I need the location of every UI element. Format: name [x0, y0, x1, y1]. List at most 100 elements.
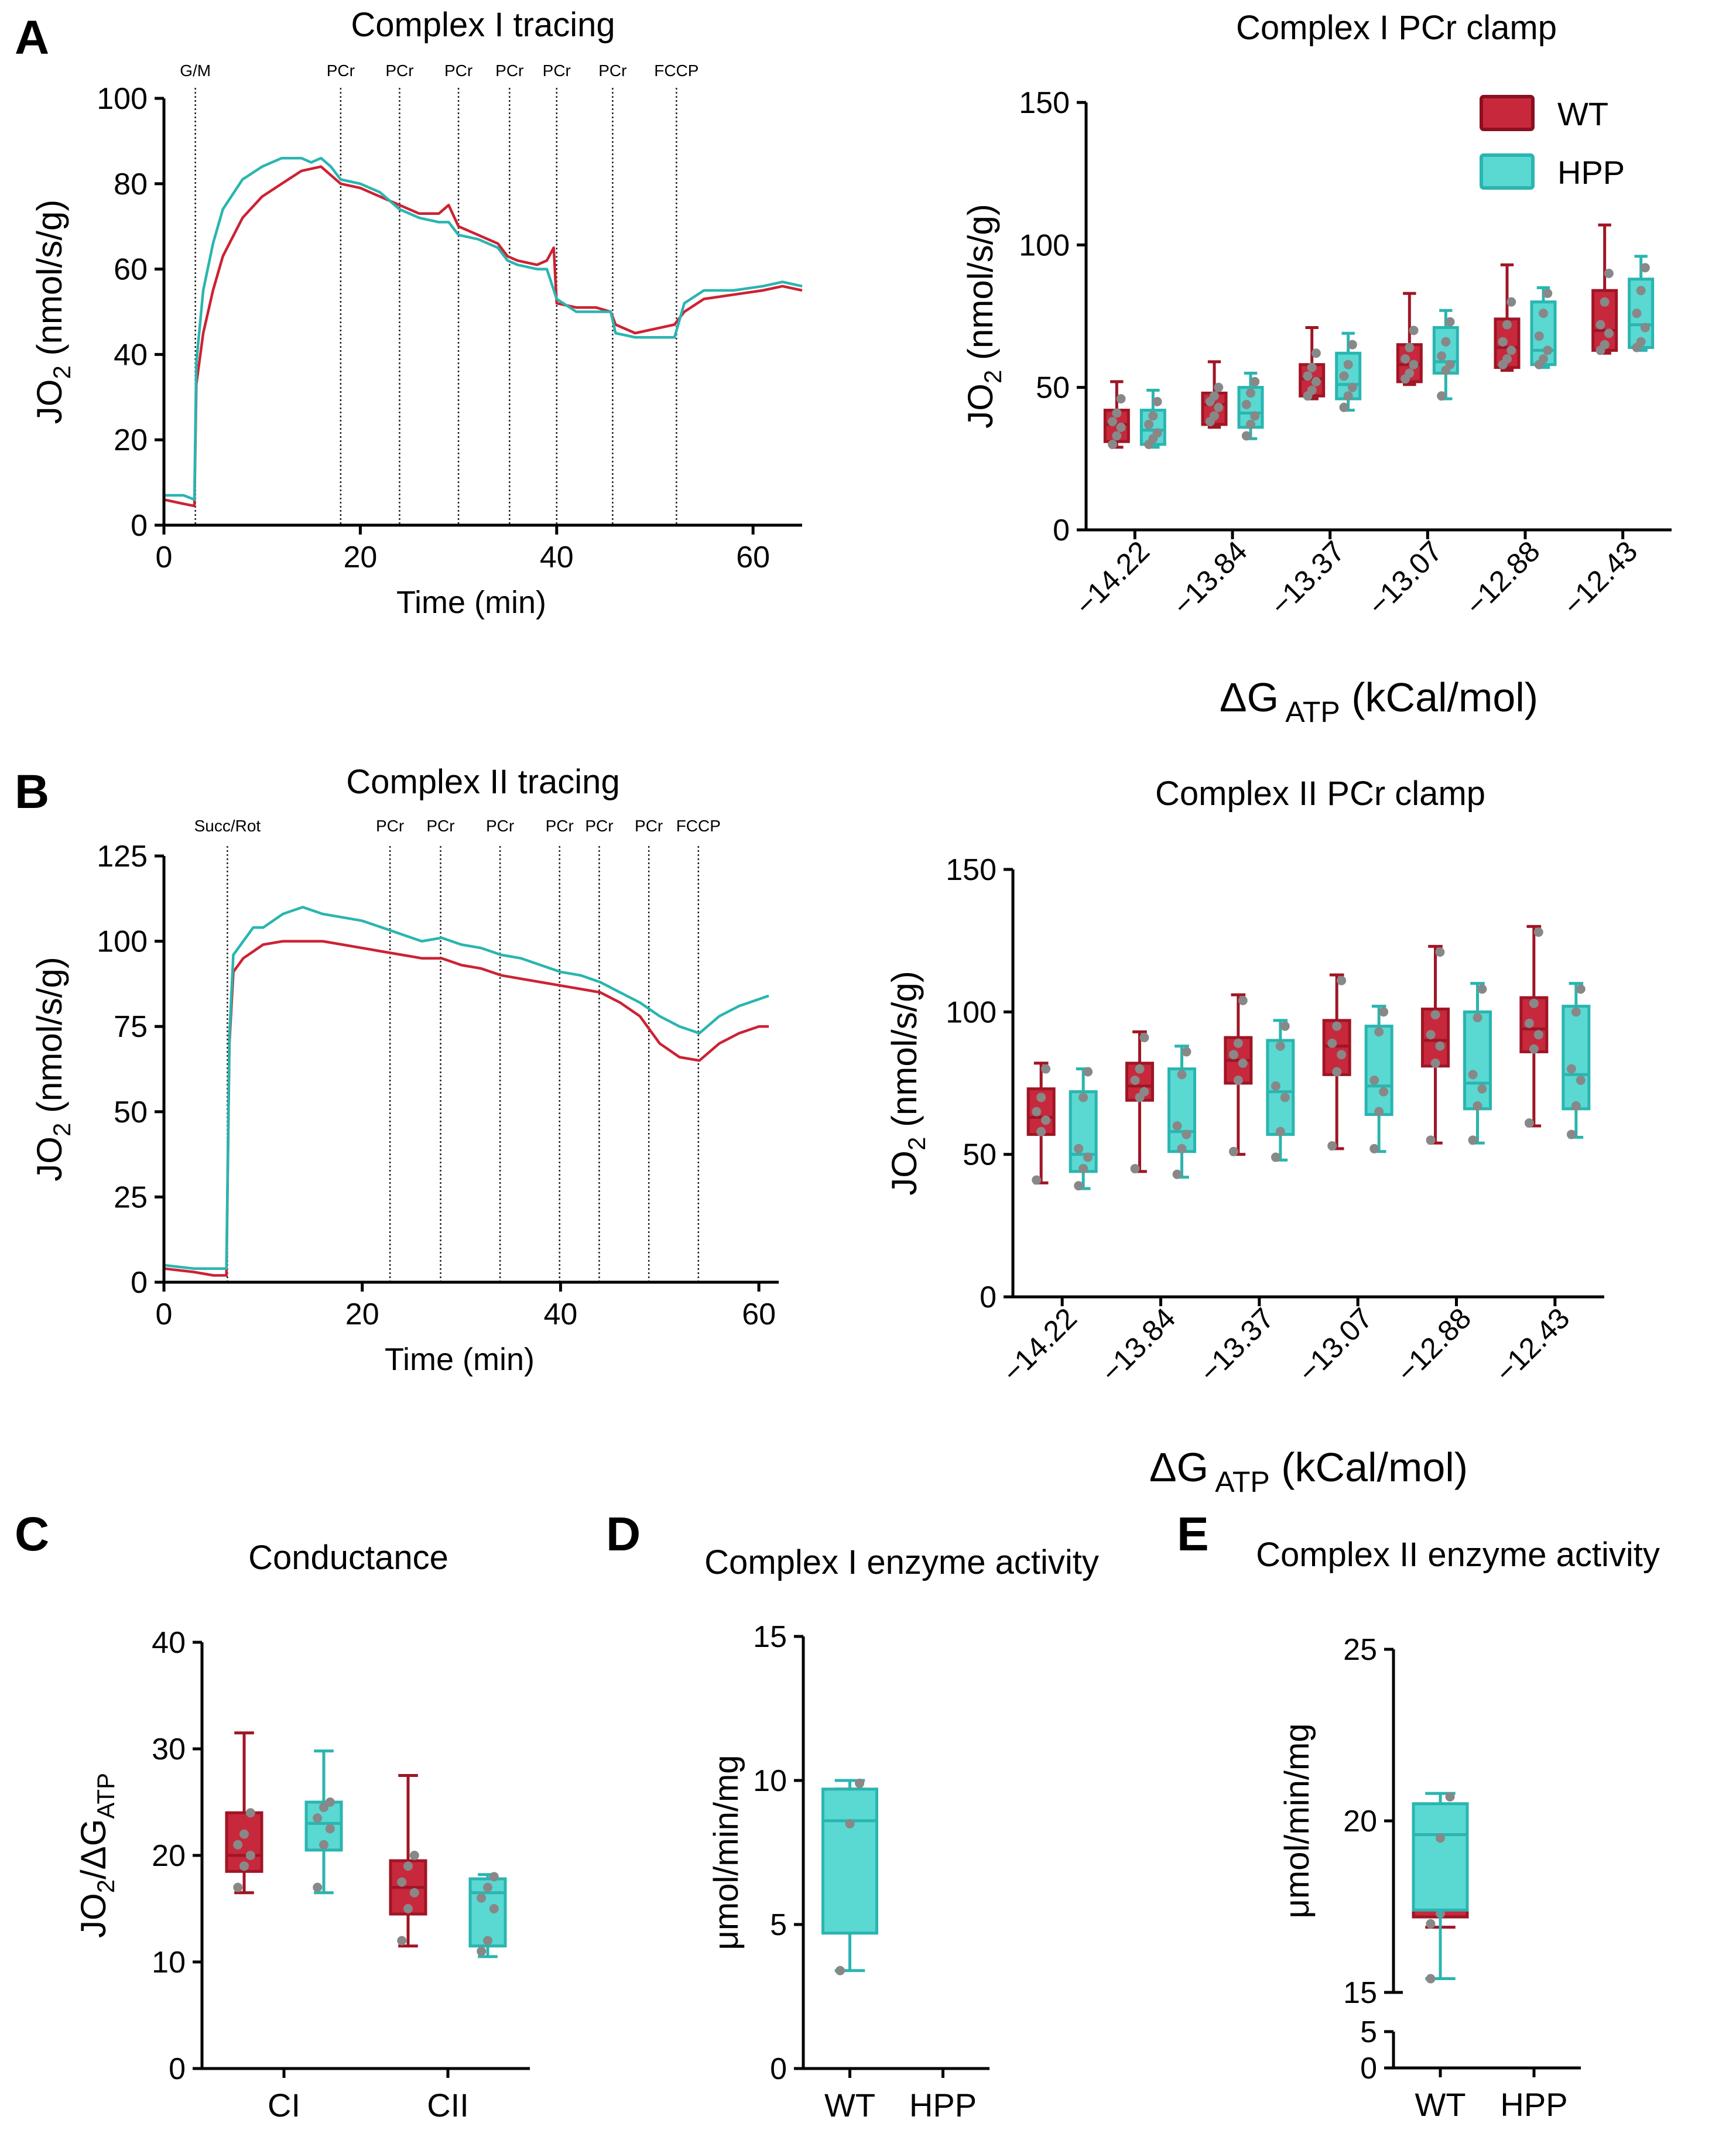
data-point — [1636, 337, 1646, 347]
y-tick-label: 150 — [946, 853, 997, 887]
chart-title: Complex II tracing — [346, 763, 619, 801]
data-point — [1436, 1833, 1445, 1843]
data-point — [1337, 975, 1347, 985]
y-tick-label: 15 — [1343, 1976, 1377, 2010]
data-point — [325, 1824, 335, 1834]
data-point — [1311, 376, 1321, 386]
y-tick-label: 10 — [753, 1764, 787, 1798]
legend-hpp-label: HPP — [1557, 154, 1625, 191]
data-point — [1437, 351, 1447, 361]
data-point — [1477, 1084, 1487, 1094]
data-point — [1246, 388, 1255, 398]
box-hpp — [1266, 1019, 1295, 1162]
y-tick-label: 40 — [152, 1626, 186, 1660]
box-body — [1562, 1005, 1591, 1111]
x-tick-label: 20 — [345, 1297, 379, 1331]
data-point — [1604, 328, 1614, 338]
data-point — [1271, 1081, 1280, 1091]
data-point — [1576, 984, 1586, 994]
y-tick-label: 10 — [152, 1946, 186, 1980]
event-label: PCr — [543, 61, 571, 80]
data-point — [1437, 391, 1447, 401]
chart-title: Complex I PCr clamp — [1236, 9, 1557, 47]
data-point — [1214, 402, 1224, 412]
data-point — [1571, 1007, 1581, 1017]
y-tick-label-lower: 0 — [1360, 2052, 1377, 2085]
data-point — [239, 1861, 249, 1871]
data-point — [835, 1965, 845, 1975]
data-point — [1238, 995, 1248, 1005]
data-point — [845, 1819, 855, 1828]
event-label: Succ/Rot — [194, 817, 261, 835]
data-point — [1468, 1070, 1478, 1080]
data-point — [1543, 345, 1553, 355]
y-tick-label: 0 — [131, 509, 148, 543]
data-point — [1632, 309, 1642, 319]
data-point — [1275, 1041, 1285, 1051]
y-tick-label: 0 — [1053, 513, 1070, 547]
data-point — [1172, 1169, 1182, 1179]
data-point — [409, 1851, 419, 1860]
y-tick-label: 20 — [152, 1839, 186, 1873]
data-point — [1529, 998, 1539, 1008]
data-point — [1435, 947, 1445, 957]
box-body — [1167, 1067, 1196, 1153]
data-point — [1468, 1135, 1478, 1145]
y-axis-label: JO2/ΔGATP — [74, 1773, 119, 1938]
x-tick-label: HPP — [1500, 2086, 1567, 2123]
x-tick-label: WT — [824, 2087, 875, 2124]
data-point — [1337, 1050, 1347, 1060]
event-label: PCr — [327, 61, 355, 80]
y-tick-label: 100 — [946, 995, 997, 1029]
data-point — [233, 1882, 243, 1892]
data-point — [1379, 1087, 1389, 1097]
data-point — [1152, 428, 1162, 438]
data-point — [1374, 1107, 1384, 1117]
x-tick-label: CII — [427, 2087, 469, 2124]
conductance-chart: Conductance 0 10 20 30 40 CI CII JO2/ΔGATP — [74, 1539, 530, 2124]
data-point — [489, 1904, 499, 1913]
data-point — [1250, 411, 1260, 421]
y-tick-label: 0 — [770, 2052, 787, 2086]
complex-ii-tracing-chart: Complex II tracing Succ/Rot PCr PCr PCr PCr PC… — [30, 763, 779, 1377]
data-point — [1210, 391, 1219, 401]
y-tick-label: 80 — [114, 167, 148, 201]
box-hpp — [1530, 286, 1557, 369]
data-point — [1275, 1126, 1285, 1136]
box-wt — [225, 1731, 263, 1895]
data-point — [1112, 431, 1122, 441]
data-point — [1445, 359, 1455, 369]
y-tick-label: 5 — [770, 1908, 787, 1942]
x-axis-label: ΔG ATP (kCal/mol) — [1220, 674, 1538, 728]
y-tick-label: 60 — [114, 253, 148, 287]
box-wt — [1494, 263, 1521, 372]
data-point — [1214, 382, 1224, 392]
box-hpp — [1364, 1005, 1393, 1153]
data-point — [1539, 309, 1548, 319]
data-point — [1233, 1076, 1243, 1085]
x-tick-label: 0 — [156, 540, 173, 574]
y-tick-label: 125 — [97, 840, 148, 874]
y-tick-label: 15 — [753, 1620, 787, 1654]
data-point — [1152, 397, 1162, 406]
x-tick-label: 60 — [736, 540, 770, 574]
data-point — [1430, 1058, 1440, 1068]
x-tick-label: CI — [268, 2087, 300, 2124]
data-point — [477, 1893, 487, 1903]
chart-title: Conductance — [248, 1539, 448, 1577]
data-point — [1426, 1030, 1436, 1040]
data-point — [477, 1946, 487, 1956]
box-body — [1069, 1090, 1098, 1173]
box-hpp — [468, 1872, 507, 1958]
data-point — [1498, 337, 1508, 347]
box-hpp — [1463, 982, 1492, 1145]
data-point — [1339, 402, 1349, 412]
box-wt — [1519, 924, 1549, 1128]
data-point — [1271, 1152, 1280, 1162]
data-point — [1139, 1087, 1149, 1097]
event-label: PCr — [486, 817, 514, 835]
data-point — [245, 1808, 255, 1818]
data-point — [1327, 1141, 1337, 1151]
chart-title: Complex I enzyme activity — [704, 1543, 1099, 1581]
data-point — [1144, 419, 1154, 429]
